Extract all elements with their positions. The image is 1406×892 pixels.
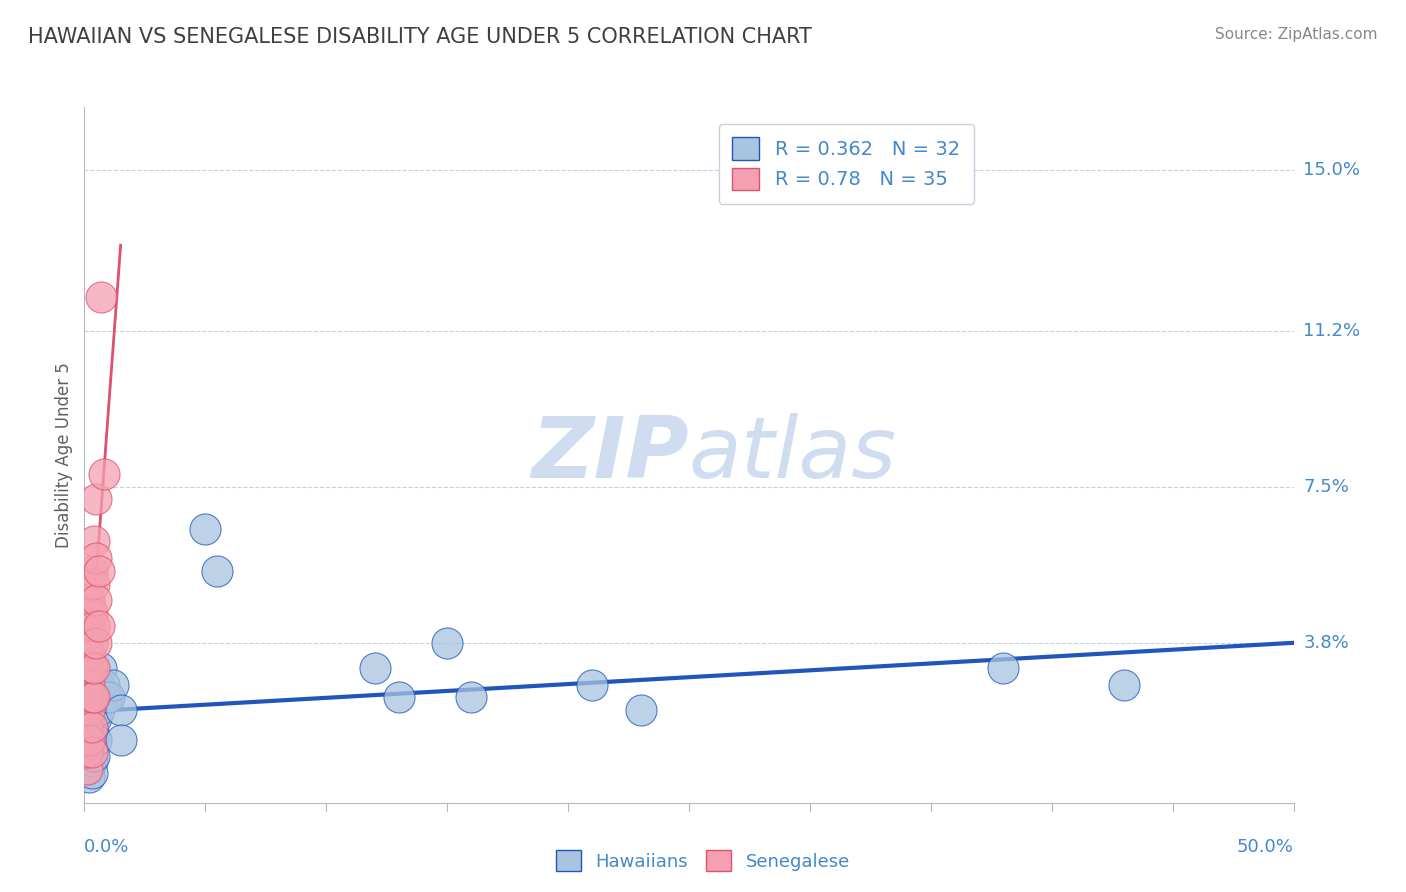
Point: [83, 703, 105, 717]
Point: [80, 564, 103, 578]
Point: [76, 762, 98, 776]
Point: [97, 690, 120, 705]
Text: 0.0%: 0.0%: [84, 838, 129, 855]
Point: [87, 618, 110, 632]
Point: [80, 745, 103, 759]
Point: [110, 703, 132, 717]
Point: [1114, 678, 1136, 692]
Point: [76, 720, 98, 734]
Point: [77, 678, 100, 692]
Text: 7.5%: 7.5%: [1303, 477, 1350, 496]
Text: 15.0%: 15.0%: [1303, 161, 1360, 179]
Point: [86, 593, 108, 607]
Point: [80, 635, 103, 649]
Point: [94, 690, 117, 705]
Point: [993, 661, 1015, 675]
Point: [83, 618, 105, 632]
Point: [77, 703, 100, 717]
Point: [581, 678, 603, 692]
Text: 50.0%: 50.0%: [1237, 838, 1294, 855]
Point: [86, 711, 108, 725]
Point: [76, 635, 98, 649]
Point: [110, 732, 132, 747]
Legend: R = 0.362   N = 32, R = 0.78   N = 35: R = 0.362 N = 32, R = 0.78 N = 35: [718, 124, 974, 203]
Point: [86, 492, 108, 507]
Point: [80, 720, 103, 734]
Point: [77, 771, 100, 785]
Point: [436, 635, 458, 649]
Point: [83, 728, 105, 742]
Point: [77, 648, 100, 663]
Text: 11.2%: 11.2%: [1303, 321, 1361, 340]
Point: [77, 576, 100, 591]
Point: [77, 593, 100, 607]
Point: [80, 766, 103, 780]
Point: [76, 745, 98, 759]
Point: [80, 606, 103, 620]
Point: [76, 593, 98, 607]
Text: HAWAIIAN VS SENEGALESE DISABILITY AGE UNDER 5 CORRELATION CHART: HAWAIIAN VS SENEGALESE DISABILITY AGE UN…: [28, 27, 813, 46]
Point: [86, 635, 108, 649]
Point: [77, 762, 100, 776]
Text: ZIP: ZIP: [531, 413, 689, 497]
Point: [77, 732, 100, 747]
Point: [93, 467, 115, 481]
Point: [86, 732, 108, 747]
Point: [86, 690, 108, 705]
Point: [93, 678, 115, 692]
Point: [80, 737, 103, 751]
Point: [87, 678, 110, 692]
Point: [630, 703, 652, 717]
Point: [388, 690, 411, 705]
Point: [83, 690, 105, 705]
Point: [80, 661, 103, 675]
Text: 3.8%: 3.8%: [1303, 633, 1348, 651]
Point: [83, 576, 105, 591]
Point: [194, 522, 217, 536]
Point: [363, 661, 385, 675]
Point: [207, 564, 229, 578]
Text: Source: ZipAtlas.com: Source: ZipAtlas.com: [1215, 27, 1378, 42]
Point: [90, 290, 112, 304]
Point: [87, 703, 110, 717]
Point: [103, 678, 125, 692]
Point: [87, 564, 110, 578]
Point: [77, 618, 100, 632]
Point: [460, 690, 482, 705]
Point: [83, 749, 105, 764]
Point: [76, 690, 98, 705]
Point: [80, 720, 103, 734]
Point: [76, 618, 98, 632]
Point: [83, 534, 105, 549]
Point: [77, 745, 100, 759]
Point: [86, 551, 108, 566]
Legend: Hawaiians, Senegalese: Hawaiians, Senegalese: [548, 843, 858, 879]
Point: [90, 661, 112, 675]
Point: [76, 661, 98, 675]
Point: [80, 690, 103, 705]
Point: [80, 754, 103, 768]
Text: atlas: atlas: [689, 413, 897, 497]
Point: [83, 661, 105, 675]
Y-axis label: Disability Age Under 5: Disability Age Under 5: [55, 362, 73, 548]
